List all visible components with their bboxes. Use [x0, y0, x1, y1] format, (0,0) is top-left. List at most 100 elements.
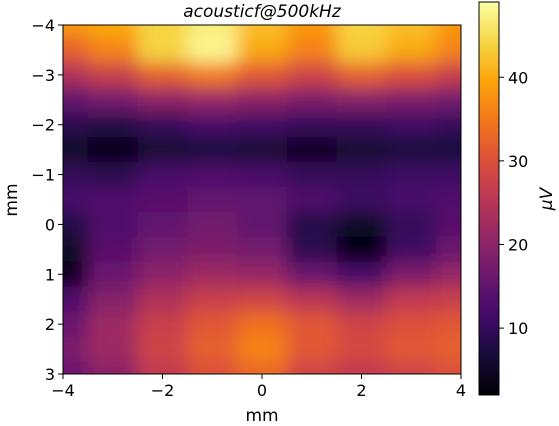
heatmap-cell — [187, 336, 238, 363]
heatmap-cell — [237, 261, 288, 288]
heatmap-cell — [63, 261, 89, 288]
heatmap-cell — [286, 112, 338, 138]
heatmap-cell — [137, 25, 188, 38]
heatmap-cell — [237, 87, 288, 113]
heatmap-cell — [336, 236, 387, 263]
heatmap-cell — [63, 62, 89, 88]
colorbar-label: μV — [537, 186, 557, 211]
heatmap-cell — [87, 162, 139, 188]
heatmap-cells — [63, 25, 461, 374]
x-tick-label: 0 — [257, 381, 267, 400]
heatmap-cell — [336, 336, 387, 363]
heatmap-cell — [386, 361, 437, 374]
heatmap-cell — [87, 137, 139, 163]
heatmap-cell — [63, 37, 89, 63]
heatmap-cell — [336, 211, 387, 238]
heatmap-cell — [87, 211, 139, 238]
heatmap-cell — [386, 211, 437, 238]
heatmap-cell — [436, 112, 461, 138]
heatmap-cell — [386, 137, 437, 163]
y-tick-label: −4 — [31, 16, 55, 35]
heatmap-cell — [87, 37, 139, 63]
heatmap-cell — [436, 25, 461, 38]
heatmap-cell — [63, 137, 89, 163]
heatmap-cell — [336, 286, 387, 313]
colorbar-tick-label: 20 — [508, 235, 528, 254]
x-axis-label: mm — [245, 406, 278, 426]
heatmap-cell — [63, 87, 89, 113]
heatmap-cell — [386, 87, 437, 113]
heatmap-cell — [137, 361, 188, 374]
heatmap-cell — [187, 311, 238, 338]
heatmap-cell — [386, 187, 437, 213]
heatmap-cell — [286, 25, 338, 38]
heatmap-cell — [237, 286, 288, 313]
heatmap-cell — [336, 311, 387, 338]
heatmap-cell — [436, 336, 461, 363]
heatmap-cell — [286, 62, 338, 88]
heatmap-cell — [187, 286, 238, 313]
heatmap-cell — [436, 162, 461, 188]
heatmap-cell — [286, 187, 338, 213]
heatmap-cell — [187, 25, 238, 38]
colorbar-tick-label: 10 — [508, 319, 528, 338]
heatmap-cell — [286, 236, 338, 263]
colorbar-ticks: 10 20 30 40 — [499, 68, 528, 338]
heatmap-cell — [87, 361, 139, 374]
heatmap-cell — [187, 162, 238, 188]
heatmap-cell — [436, 311, 461, 338]
y-tick-label: −2 — [31, 116, 55, 135]
heatmap-cell — [63, 112, 89, 138]
heatmap-cell — [436, 261, 461, 288]
x-tick-label: −4 — [51, 381, 75, 400]
heatmap-cell — [286, 37, 338, 63]
heatmap-cell — [137, 87, 188, 113]
plot-area — [63, 25, 461, 374]
heatmap-cell — [386, 236, 437, 263]
heatmap-cell — [187, 361, 238, 374]
heatmap-cell — [137, 112, 188, 138]
heatmap-cell — [87, 112, 139, 138]
heatmap-cell — [386, 336, 437, 363]
heatmap-cell — [187, 37, 238, 63]
heatmap-cell — [187, 62, 238, 88]
heatmap-cell — [137, 311, 188, 338]
heatmap-cell — [336, 112, 387, 138]
heatmap-cell — [386, 62, 437, 88]
heatmap-cell — [336, 361, 387, 374]
heatmap-cell — [286, 261, 338, 288]
heatmap-cell — [137, 62, 188, 88]
heatmap-cell — [187, 87, 238, 113]
heatmap-cell — [63, 25, 89, 38]
colorbar-tick-label: 30 — [508, 152, 528, 171]
heatmap-cell — [137, 336, 188, 363]
heatmap-cell — [436, 187, 461, 213]
y-tick-label: −1 — [31, 166, 55, 185]
heatmap-cell — [63, 162, 89, 188]
heatmap-cell — [237, 236, 288, 263]
heatmap-cell — [436, 361, 461, 374]
y-tick-label: 0 — [45, 215, 55, 234]
heatmap-cell — [336, 37, 387, 63]
colorbar-frame — [478, 1, 500, 396]
heatmap-cell — [237, 62, 288, 88]
heatmap-cell — [336, 87, 387, 113]
heatmap-cell — [87, 187, 139, 213]
heatmap-cell — [286, 286, 338, 313]
heatmap-cell — [137, 286, 188, 313]
heatmap-cell — [386, 286, 437, 313]
heatmap-cell — [336, 187, 387, 213]
heatmap-cell — [87, 286, 139, 313]
heatmap-cell — [87, 62, 139, 88]
heatmap-cell — [336, 25, 387, 38]
heatmap-cell — [436, 286, 461, 313]
heatmap-cell — [137, 211, 188, 238]
chart-title: acousticf@500kHz — [183, 2, 342, 22]
heatmap-cell — [187, 261, 238, 288]
y-tick-label: 2 — [45, 315, 55, 334]
heatmap-cell — [336, 162, 387, 188]
heatmap-cell — [436, 211, 461, 238]
colorbar-tick-label: 40 — [508, 68, 528, 87]
heatmap-cell — [87, 336, 139, 363]
heatmap-cell — [386, 25, 437, 38]
